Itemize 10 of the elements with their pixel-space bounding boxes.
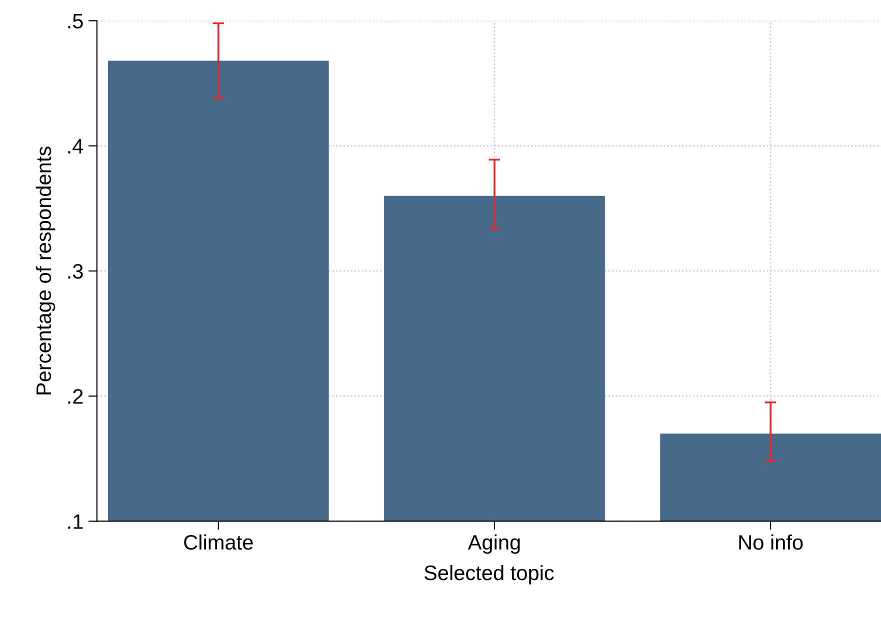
x-tick-label: Climate (184, 534, 253, 550)
y-tick-label: .1 (68, 514, 83, 529)
y-tick-label: .2 (68, 389, 83, 404)
x-tick-label: Aging (468, 534, 520, 554)
y-axis-title: Percentage of respondents (36, 146, 56, 394)
y-tick-label: .5 (68, 14, 83, 28)
x-axis-title: Selected topic (424, 564, 554, 584)
y-tick-label: .3 (68, 264, 83, 279)
x-tick-label: No info (739, 534, 803, 550)
y-tick-label: .4 (68, 139, 84, 154)
